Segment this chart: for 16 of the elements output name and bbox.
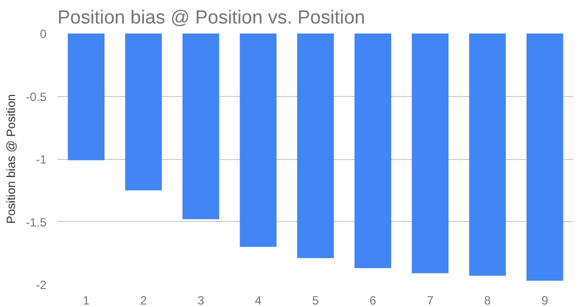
x-tick-label: 2 bbox=[140, 294, 148, 307]
y-tick-label: -0.5 bbox=[26, 90, 47, 104]
y-tick-label: 0 bbox=[40, 27, 47, 41]
x-tick-label: 1 bbox=[82, 294, 90, 307]
y-axis-title: Position bias @ Position bbox=[4, 94, 18, 224]
chart-title: Position bias @ Position vs. Position bbox=[58, 8, 366, 28]
x-tick-label: 5 bbox=[312, 294, 320, 307]
x-tick-label: 7 bbox=[426, 294, 434, 307]
y-tick-label: -2 bbox=[36, 278, 47, 292]
x-tick-label: 6 bbox=[369, 294, 376, 307]
y-tick-label: -1.5 bbox=[26, 215, 47, 230]
x-tick-label: 9 bbox=[541, 294, 548, 307]
x-tick-label: 3 bbox=[197, 294, 204, 307]
x-tick-label: 8 bbox=[484, 294, 492, 307]
x-tick-label: 4 bbox=[254, 294, 262, 307]
y-tick-label: -1 bbox=[36, 152, 47, 166]
